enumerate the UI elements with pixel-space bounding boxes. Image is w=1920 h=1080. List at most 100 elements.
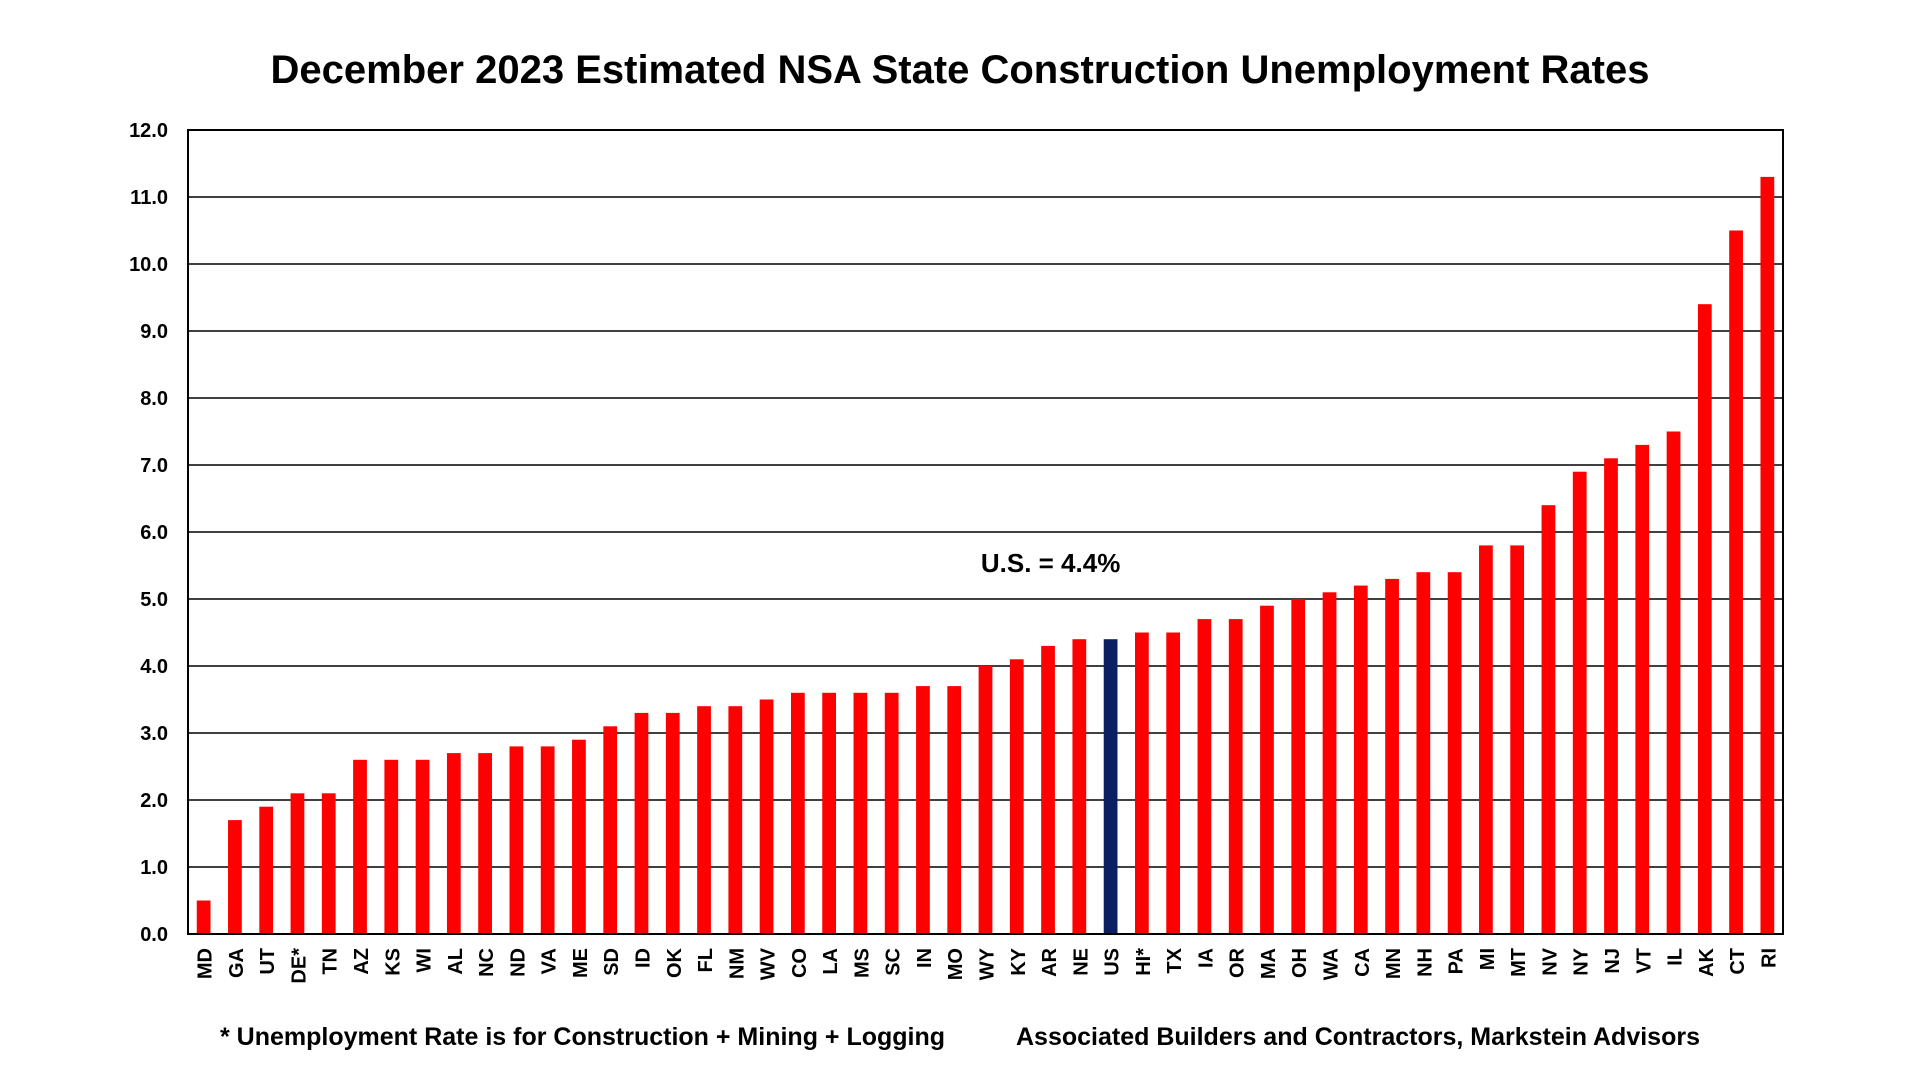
- y-tick-label: 3.0: [140, 723, 168, 745]
- x-tick-label: CT: [1727, 948, 1749, 975]
- y-tick-label: 11.0: [130, 187, 168, 209]
- bar-sc: [884, 692, 899, 934]
- y-tick-label: 6.0: [140, 522, 168, 544]
- bar-oh: [1291, 599, 1306, 934]
- x-tick-label: OK: [664, 947, 686, 978]
- x-tick-label: OR: [1227, 947, 1249, 978]
- bars: [196, 176, 1775, 934]
- bar-hi: [1134, 632, 1149, 934]
- x-tick-label: WV: [758, 947, 780, 980]
- bar-ga: [228, 820, 242, 934]
- bar-ny: [1572, 471, 1587, 934]
- x-tick-label: NV: [1539, 947, 1561, 975]
- x-tick-label: GA: [226, 948, 248, 978]
- bar-pa: [1447, 572, 1462, 934]
- x-tick-label: SD: [601, 948, 623, 976]
- bar-tn: [321, 793, 336, 934]
- x-tick-label: AZ: [351, 948, 373, 975]
- bar-mt: [1510, 545, 1525, 934]
- x-tick-label: LA: [820, 948, 842, 975]
- x-tick-label: VT: [1633, 948, 1655, 974]
- x-tick-label: HI*: [1133, 948, 1155, 976]
- footnote-left: * Unemployment Rate is for Construction …: [220, 1023, 946, 1051]
- y-tick-label: 5.0: [140, 589, 168, 611]
- bar-nd: [509, 746, 524, 934]
- x-tick-label: AL: [445, 948, 467, 975]
- bar-ri: [1760, 176, 1775, 934]
- x-tick-label: ID: [632, 948, 654, 968]
- footnote-source: Associated Builders and Contractors, Mar…: [1016, 1023, 1700, 1051]
- bar-fl: [697, 706, 711, 934]
- x-tick-label: OH: [1289, 948, 1311, 978]
- x-tick-label: SC: [883, 948, 905, 976]
- x-tick-label: MA: [1258, 948, 1280, 979]
- bar-wy: [978, 666, 993, 934]
- bar-md: [196, 900, 211, 934]
- y-tick-label: 2.0: [140, 790, 168, 812]
- y-tick-label: 9.0: [140, 321, 168, 343]
- x-tick-label: FL: [695, 948, 717, 972]
- x-tick-label: IL: [1665, 948, 1687, 966]
- x-tick-label: ME: [570, 948, 592, 978]
- y-tick-label: 10.0: [129, 254, 168, 276]
- bar-mn: [1385, 578, 1399, 934]
- bar-nm: [728, 706, 743, 934]
- bar-ar: [1041, 645, 1055, 934]
- y-axis-ticks: 0.0 1.0 2.0 3.0 4.0 5.0 6.0 7.0 8.0 9.0 10.0 11.0 12…: [129, 120, 168, 946]
- x-tick-label: MI: [1477, 948, 1499, 970]
- bar-ca: [1353, 585, 1368, 934]
- bar-id: [634, 712, 649, 934]
- bar-mi: [1479, 545, 1493, 934]
- bar-me: [572, 739, 586, 934]
- bar-nc: [478, 753, 492, 934]
- bar-ia: [1197, 619, 1212, 934]
- bar-co: [790, 692, 805, 934]
- x-tick-label: AR: [1039, 947, 1061, 976]
- x-tick-label: VA: [539, 948, 561, 974]
- bar-vt: [1635, 444, 1650, 934]
- x-tick-label: KY: [1008, 947, 1030, 975]
- bar-us: [1103, 639, 1118, 934]
- bar-sd: [603, 726, 618, 934]
- bar-ks: [384, 759, 399, 934]
- bar-ms: [853, 692, 868, 934]
- x-tick-label: CA: [1352, 948, 1374, 977]
- bar-ok: [665, 712, 680, 934]
- bar-il: [1666, 431, 1681, 934]
- x-tick-label: NE: [1070, 948, 1092, 976]
- x-tick-label: UT: [257, 948, 279, 975]
- x-tick-label: NJ: [1602, 948, 1624, 974]
- x-tick-label: WY: [977, 947, 999, 980]
- x-tick-label: ND: [507, 948, 529, 977]
- x-tick-label: NH: [1414, 948, 1436, 977]
- chart-title: December 2023 Estimated NSA State Constr…: [270, 48, 1650, 92]
- us-annotation: U.S. = 4.4%: [981, 548, 1120, 578]
- x-axis-ticks: MD GA UT DE* TN AZ KS WI AL NC ND VA ME SD ID OK FL NM WV C…: [195, 947, 1781, 983]
- x-tick-label: MD: [195, 948, 217, 979]
- x-tick-label: AK: [1696, 947, 1718, 976]
- x-tick-label: MS: [851, 948, 873, 978]
- bar-ky: [1009, 659, 1024, 934]
- plot-frame: [187, 129, 1784, 935]
- bar-ct: [1729, 230, 1743, 934]
- bar-in: [916, 686, 930, 934]
- bar-al: [446, 753, 461, 934]
- x-tick-label: IA: [1195, 948, 1217, 968]
- x-tick-label: TN: [320, 948, 342, 975]
- bar-wa: [1322, 592, 1337, 934]
- x-tick-label: IN: [914, 948, 936, 968]
- y-tick-label: 8.0: [140, 388, 168, 410]
- x-tick-label: KS: [382, 948, 404, 976]
- bar-tx: [1166, 632, 1181, 934]
- y-tick-label: 0.0: [140, 924, 168, 946]
- bar-de: [290, 793, 305, 934]
- x-tick-label: TX: [1164, 947, 1186, 973]
- bar-nj: [1604, 458, 1618, 934]
- y-tick-label: 4.0: [140, 656, 168, 678]
- x-tick-label: US: [1102, 948, 1124, 976]
- x-tick-label: WI: [414, 948, 436, 972]
- x-tick-label: MT: [1508, 948, 1530, 977]
- y-tick-label: 12.0: [129, 120, 168, 142]
- bar-ut: [259, 806, 274, 934]
